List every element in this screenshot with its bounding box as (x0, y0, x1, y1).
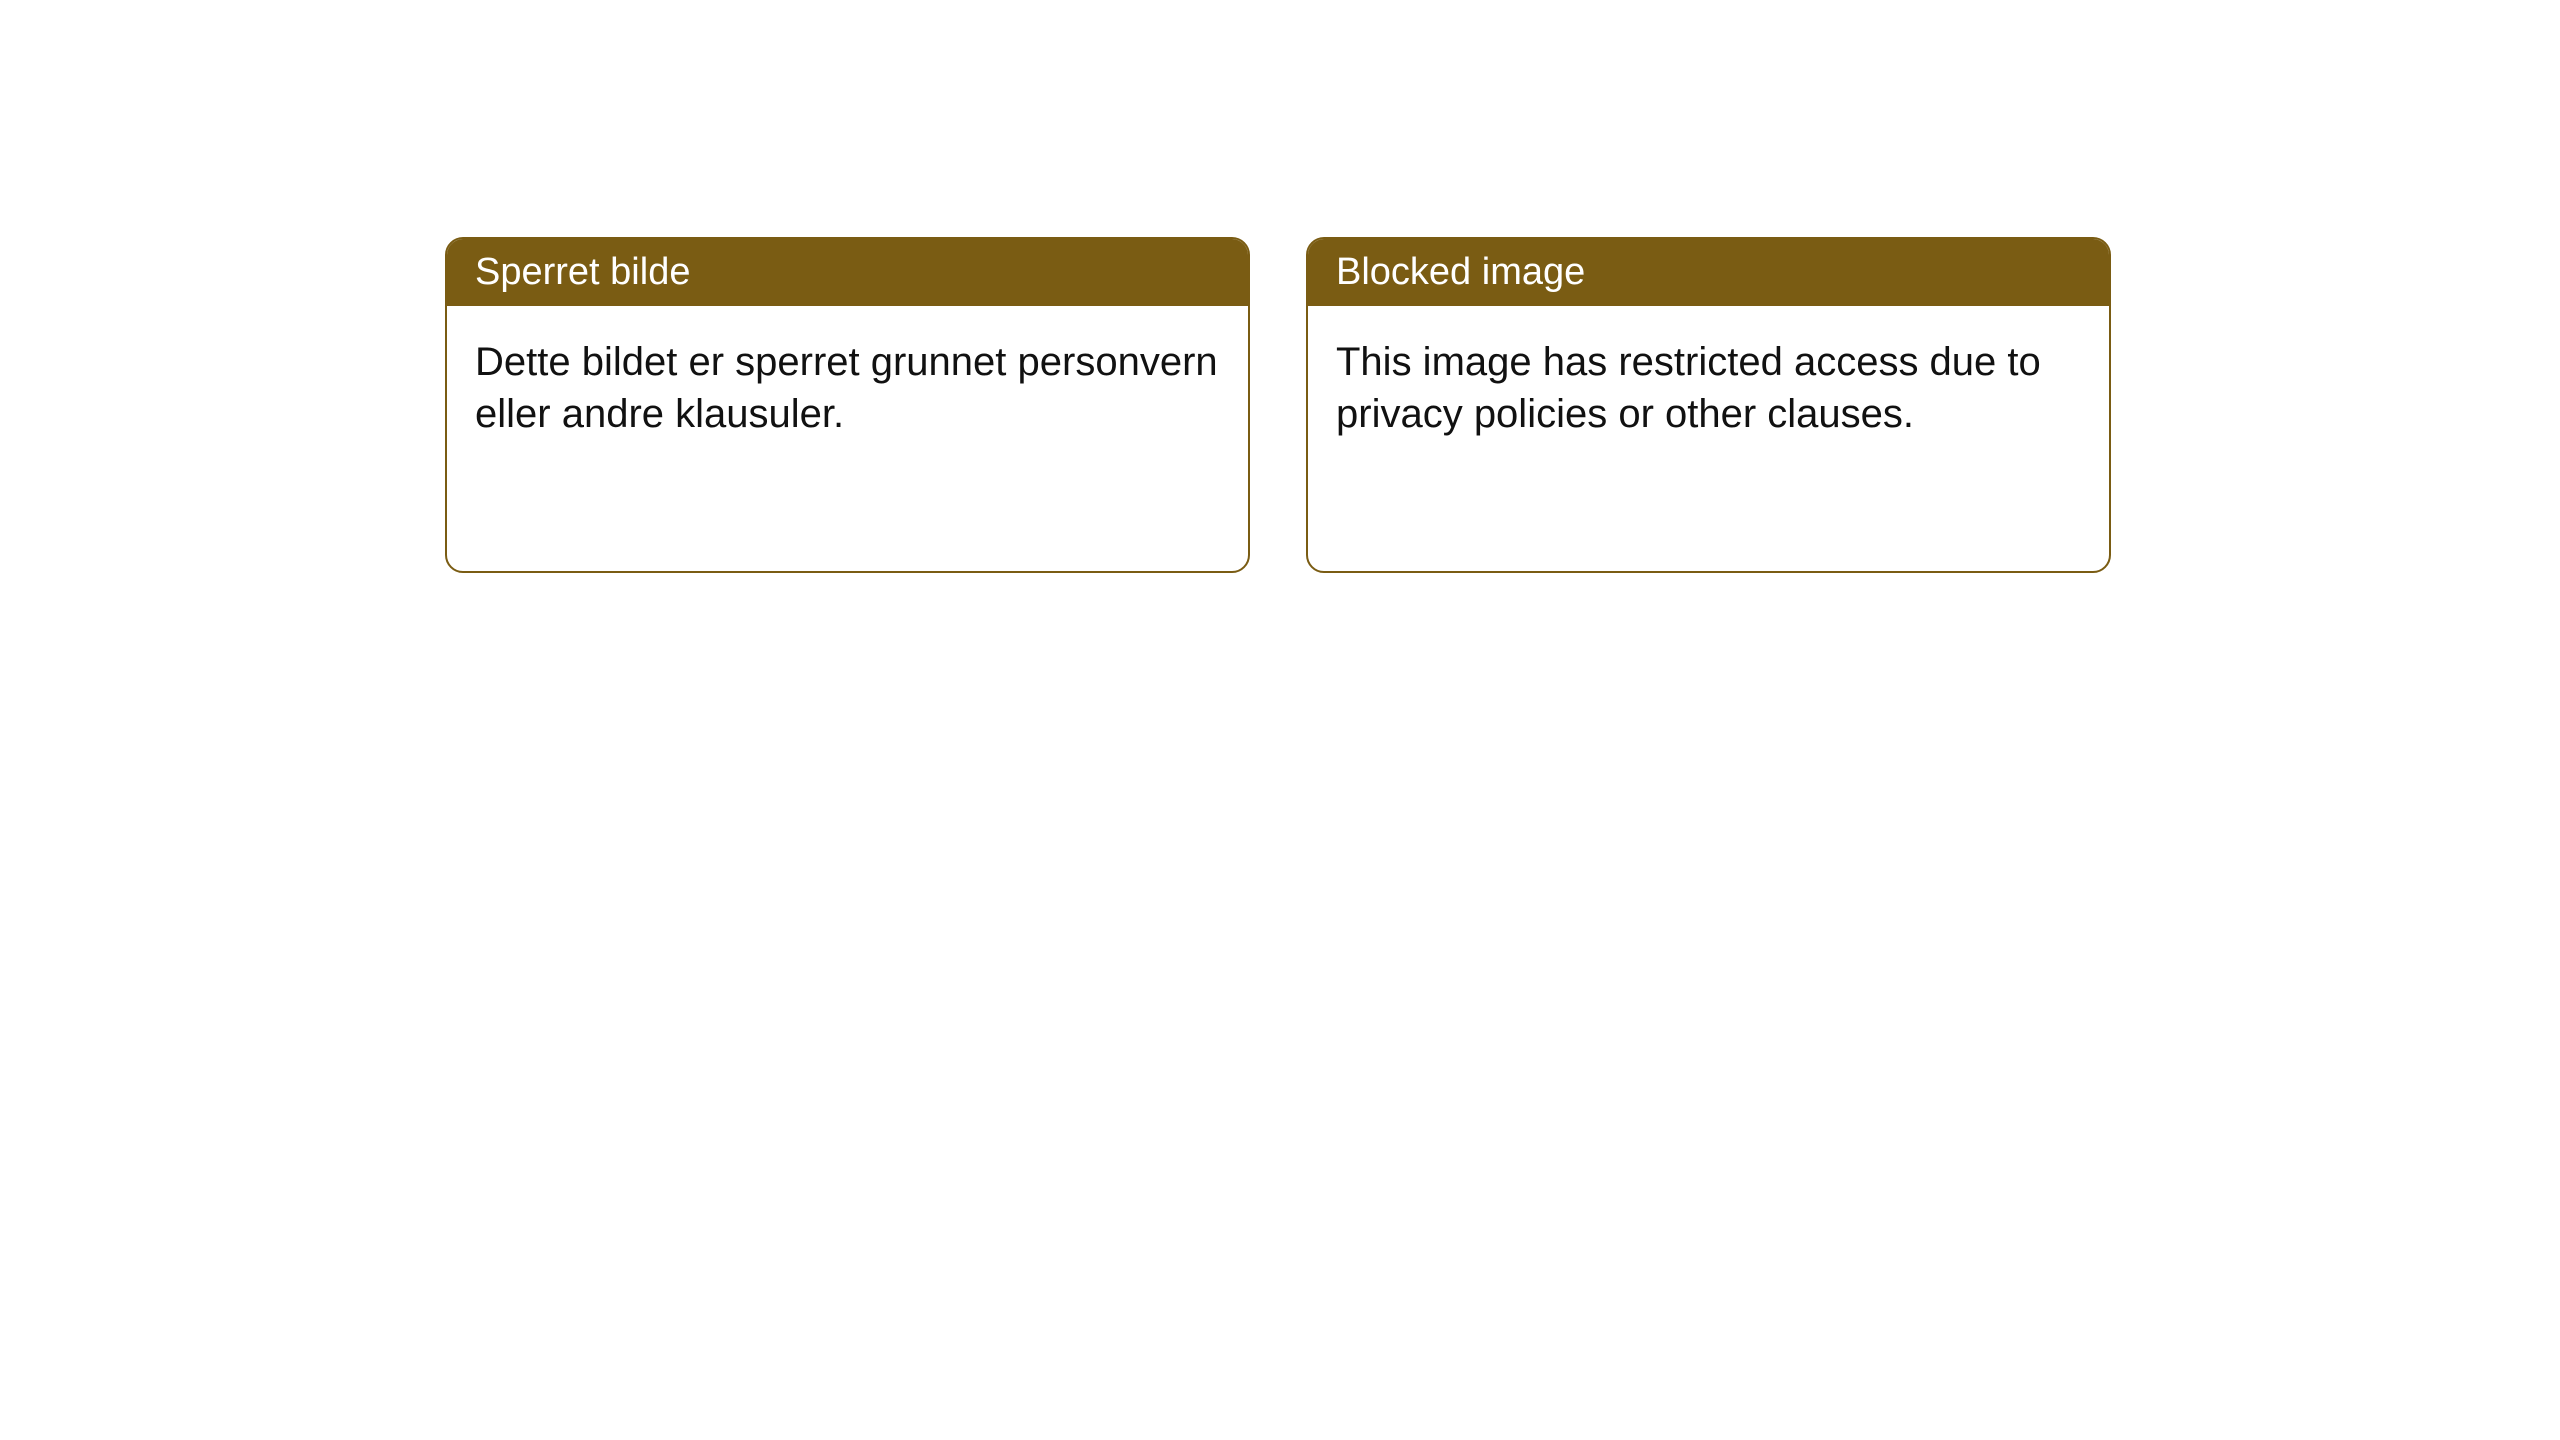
card-body-text: This image has restricted access due to … (1336, 340, 2041, 436)
card-body-text: Dette bildet er sperret grunnet personve… (475, 340, 1218, 436)
blocked-image-card-norwegian: Sperret bilde Dette bildet er sperret gr… (445, 237, 1250, 573)
blocked-image-card-english: Blocked image This image has restricted … (1306, 237, 2111, 573)
blocked-image-cards: Sperret bilde Dette bildet er sperret gr… (445, 237, 2111, 573)
card-header: Blocked image (1308, 239, 2109, 306)
card-title: Blocked image (1336, 251, 1585, 293)
card-body: Dette bildet er sperret grunnet personve… (447, 306, 1248, 470)
card-title: Sperret bilde (475, 251, 690, 293)
card-body: This image has restricted access due to … (1308, 306, 2109, 470)
card-header: Sperret bilde (447, 239, 1248, 306)
